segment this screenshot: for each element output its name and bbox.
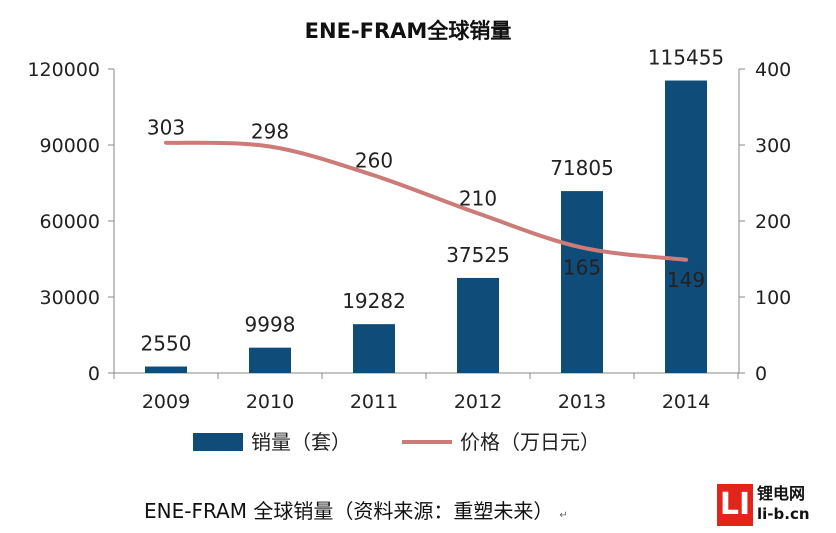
legend-bar-swatch — [193, 433, 243, 451]
y-left-tick-label: 0 — [88, 363, 100, 385]
watermark: 锂电网 li-b.cn — [757, 484, 836, 524]
chart-title: ENE-FRAM全球销量 — [305, 19, 512, 43]
y-left-tick-label: 120000 — [27, 59, 100, 81]
y-right-tick-label: 300 — [755, 135, 791, 157]
watermark-logo: LI — [717, 484, 753, 526]
y-left-tick-label: 60000 — [40, 211, 100, 233]
line-value-label: 210 — [459, 186, 497, 210]
bar — [145, 366, 187, 373]
line-value-label: 298 — [251, 120, 289, 144]
bar-value-label: 37525 — [446, 243, 510, 267]
caption-text: ENE-FRAM 全球销量（资料来源：重塑未来） — [144, 499, 553, 523]
line-value-label: 303 — [147, 116, 185, 140]
y-left-tick-label: 90000 — [40, 135, 100, 157]
bar — [561, 191, 603, 373]
line-value-label: 260 — [355, 148, 393, 172]
figure-caption: ENE-FRAM 全球销量（资料来源：重塑未来） ↵ — [144, 499, 568, 523]
bar-value-label: 2550 — [141, 332, 192, 356]
x-tick-label: 2014 — [662, 391, 710, 413]
bar-value-label: 9998 — [245, 313, 296, 337]
x-tick-label: 2010 — [246, 391, 294, 413]
x-tick-label: 2013 — [558, 391, 606, 413]
line-value-label: 149 — [667, 268, 705, 292]
x-tick-label: 2012 — [454, 391, 502, 413]
bar — [665, 80, 707, 373]
y-right-tick-label: 0 — [755, 363, 767, 385]
watermark-cn: 锂电网 — [757, 484, 806, 503]
bar — [249, 347, 291, 373]
x-tick-label: 2011 — [350, 391, 398, 413]
bar — [353, 324, 395, 373]
y-right-tick-label: 200 — [755, 211, 791, 233]
y-left-tick-label: 30000 — [40, 287, 100, 309]
bar-value-label: 19282 — [342, 289, 406, 313]
bar-series — [145, 80, 707, 373]
watermark-logo-letter: LI — [719, 487, 751, 522]
watermark-en: li-b.cn — [757, 505, 810, 523]
return-mark: ↵ — [559, 510, 567, 521]
y-right-tick-label: 400 — [755, 59, 791, 81]
legend-bar-label: 销量（套） — [251, 430, 351, 454]
legend: 销量（套） 价格（万日元） — [193, 430, 600, 454]
bar — [457, 277, 499, 373]
x-tick-label: 2009 — [142, 391, 190, 413]
line-series — [164, 140, 688, 262]
bar-value-label: 115455 — [648, 46, 724, 70]
price-line — [164, 140, 688, 262]
bar-value-label: 71805 — [550, 156, 614, 180]
data-labels: 2550 9998 19282 37525 71805 115455 303 298 260 21… — [141, 46, 725, 356]
axes: 0 30000 60000 90000 120000 0 100 200 300 400 2009 2… — [27, 59, 791, 413]
line-value-label: 165 — [563, 256, 601, 280]
legend-line-label: 价格（万日元） — [460, 430, 600, 454]
y-right-tick-label: 100 — [755, 287, 791, 309]
